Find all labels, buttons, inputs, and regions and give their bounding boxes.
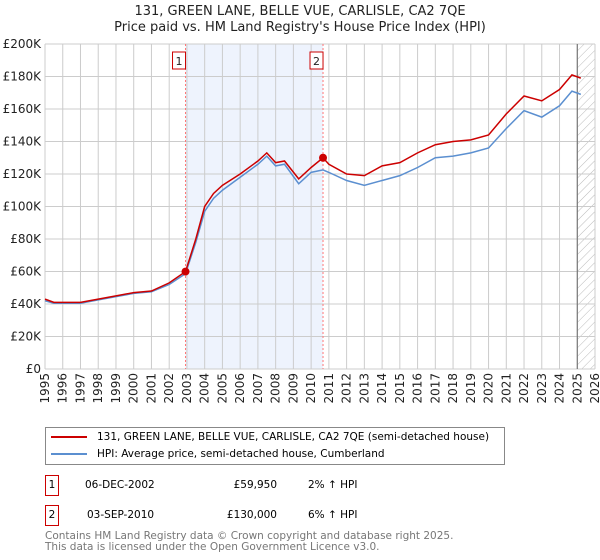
x-tick-label: 2007 <box>251 373 265 404</box>
transaction-badge: 2 <box>45 505 59 526</box>
x-tick-label: 2002 <box>162 373 176 404</box>
legend-label-hpi: HPI: Average price, semi-detached house,… <box>97 448 385 460</box>
chart-subtitle: Price paid vs. HM Land Registry's House … <box>114 20 486 35</box>
legend-label-property: 131, GREEN LANE, BELLE VUE, CARLISLE, CA… <box>97 431 490 443</box>
x-tick-label: 2024 <box>553 373 567 404</box>
legend: 131, GREEN LANE, BELLE VUE, CARLISLE, CA… <box>45 427 505 465</box>
transaction-price: £130,000 <box>226 509 277 521</box>
y-tick-label: £80K <box>10 232 42 246</box>
x-tick-label: 1995 <box>38 373 52 404</box>
property-price-line <box>44 73 582 304</box>
y-tick-label: £0 <box>26 362 41 376</box>
y-tick-label: £140K <box>3 135 43 149</box>
sale-badge <box>309 51 324 70</box>
legend-swatch-red <box>51 436 87 438</box>
x-tick-label: 2014 <box>375 373 389 404</box>
x-tick-label: 2016 <box>411 373 425 404</box>
transaction-badge: 1 <box>45 475 59 496</box>
transaction-date: 06-DEC-2002 <box>85 479 155 491</box>
x-tick-label: 2000 <box>127 373 141 404</box>
x-tick-label: 2021 <box>499 373 513 404</box>
x-tick-label: 2005 <box>215 373 229 404</box>
x-tick-label: 2025 <box>570 373 584 404</box>
x-tick-label: 2018 <box>446 373 460 404</box>
x-tick-label: 2020 <box>482 373 496 404</box>
x-tick-label: 2019 <box>464 373 478 404</box>
x-tick-label: 2015 <box>393 373 407 404</box>
x-tick-label: 2013 <box>357 373 371 404</box>
x-tick-label: 2009 <box>286 373 300 404</box>
sale-badge-label: 1 <box>176 55 183 68</box>
transaction-hpi: 2% ↑ HPI <box>308 479 358 491</box>
x-tick-label: 1997 <box>73 373 87 404</box>
x-tick-label: 1999 <box>109 373 123 404</box>
x-tick-label: 2001 <box>144 373 158 404</box>
sale-badge-label: 2 <box>313 55 320 68</box>
hpi-line <box>44 90 582 304</box>
x-tick-label: 2003 <box>180 373 194 404</box>
footer: Contains HM Land Registry data © Crown c… <box>45 531 453 553</box>
y-tick-label: £120K <box>3 167 43 181</box>
transaction-date: 03-SEP-2010 <box>87 509 155 521</box>
y-tick-label: £100K <box>3 200 43 214</box>
x-tick-label: 2012 <box>340 373 354 404</box>
x-tick-label: 1998 <box>91 373 105 404</box>
y-tick-label: £20K <box>10 330 42 344</box>
x-tick-label: 1996 <box>56 373 70 404</box>
sale-point <box>181 267 190 276</box>
sale-point <box>319 153 328 162</box>
y-tick-label: £60K <box>10 265 42 279</box>
price-chart: £0 £20K £40K £60K £80K £100K £120K £140K £160K £1… <box>3 37 600 404</box>
footer-line: Contains HM Land Registry data © Crown c… <box>45 530 454 542</box>
x-tick-label: 2022 <box>517 373 531 404</box>
x-tick-label: 2011 <box>322 373 336 404</box>
sale-badge <box>172 51 187 70</box>
x-tick-label: 2010 <box>304 373 318 404</box>
y-tick-label: £40K <box>10 297 42 311</box>
x-tick-label: 2026 <box>588 373 600 404</box>
x-tick-label: 2017 <box>428 373 442 404</box>
x-tick-label: 2023 <box>535 373 549 404</box>
y-tick-label: £200K <box>3 37 43 51</box>
x-tick-label: 2004 <box>198 373 212 404</box>
transaction-row: 2 03-SEP-2010 £130,000 6% ↑ HPI <box>45 505 545 526</box>
y-tick-label: £180K <box>3 70 43 84</box>
chart-title: 131, GREEN LANE, BELLE VUE, CARLISLE, CA… <box>134 4 466 19</box>
transaction-row: 1 06-DEC-2002 £59,950 2% ↑ HPI <box>45 475 545 496</box>
y-tick-label: £160K <box>3 102 43 116</box>
footer-line: This data is licensed under the Open Gov… <box>45 541 380 553</box>
transaction-price: £59,950 <box>233 479 277 491</box>
x-tick-label: 2008 <box>269 373 283 404</box>
transaction-hpi: 6% ↑ HPI <box>308 509 358 521</box>
x-tick-label: 2006 <box>233 373 247 404</box>
legend-swatch-blue <box>51 453 87 455</box>
